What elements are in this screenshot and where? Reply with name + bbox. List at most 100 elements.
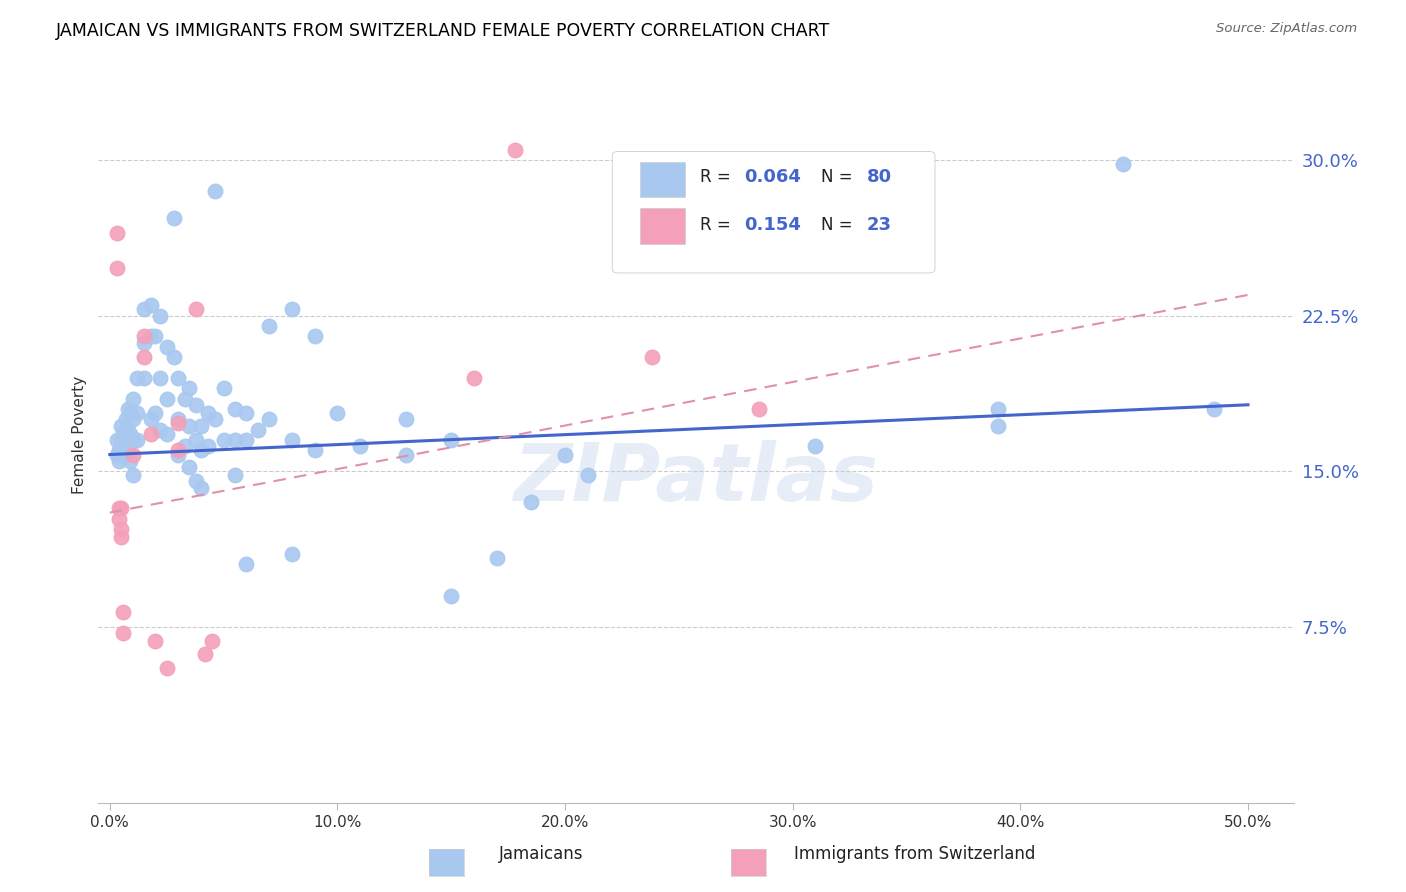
Point <box>121 412 143 426</box>
Point <box>114 426 136 441</box>
Point <box>235 406 257 420</box>
Point <box>112 605 135 619</box>
Point <box>804 439 827 453</box>
Point <box>179 460 201 475</box>
Point <box>105 226 128 240</box>
Point <box>304 329 326 343</box>
Point <box>257 412 280 426</box>
Point <box>463 371 485 385</box>
Point <box>110 531 132 545</box>
Point <box>167 448 190 462</box>
Point <box>139 426 162 441</box>
Point <box>108 454 131 468</box>
Text: Source: ZipAtlas.com: Source: ZipAtlas.com <box>1216 22 1357 36</box>
Point <box>114 448 136 462</box>
Point <box>190 418 212 433</box>
Point <box>748 401 770 416</box>
Point <box>503 143 526 157</box>
Point <box>987 418 1010 433</box>
Point <box>235 558 257 572</box>
Point <box>127 406 149 420</box>
Point <box>201 634 224 648</box>
Point <box>204 412 226 426</box>
Point <box>197 439 219 453</box>
Text: ZIPatlas: ZIPatlas <box>513 440 879 518</box>
Point <box>281 547 304 561</box>
Point <box>127 433 149 447</box>
Point <box>132 335 155 350</box>
Point <box>281 433 304 447</box>
Text: 23: 23 <box>868 216 891 234</box>
Point <box>186 475 208 489</box>
Point <box>167 371 190 385</box>
Point <box>139 329 162 343</box>
Point <box>108 512 131 526</box>
Point <box>576 468 599 483</box>
Point <box>139 298 162 312</box>
Point <box>149 423 172 437</box>
Point <box>224 433 246 447</box>
Point <box>108 443 131 458</box>
Point <box>554 448 576 462</box>
Point <box>224 468 246 483</box>
Point <box>117 401 139 416</box>
Point <box>395 412 418 426</box>
Point <box>110 501 132 516</box>
Point <box>110 522 132 536</box>
Point <box>640 350 662 364</box>
Point <box>121 392 143 406</box>
Point <box>132 371 155 385</box>
FancyBboxPatch shape <box>613 152 935 273</box>
Point <box>395 448 418 462</box>
Point <box>156 392 179 406</box>
Point <box>139 412 162 426</box>
Point <box>127 371 149 385</box>
Bar <box>640 208 685 244</box>
Point <box>121 448 143 462</box>
Text: Jamaicans: Jamaicans <box>499 846 583 863</box>
Point <box>194 647 217 661</box>
Point <box>167 443 190 458</box>
Point <box>204 184 226 198</box>
Bar <box>640 161 685 197</box>
Point <box>149 309 172 323</box>
Text: R =: R = <box>700 216 735 234</box>
Point <box>212 381 235 395</box>
Point <box>179 381 201 395</box>
Point <box>326 406 349 420</box>
Point <box>121 468 143 483</box>
Point <box>212 433 235 447</box>
Point <box>149 371 172 385</box>
Point <box>105 260 128 275</box>
Point <box>105 448 128 462</box>
Text: N =: N = <box>821 216 858 234</box>
Point <box>156 340 179 354</box>
Point <box>108 501 131 516</box>
Point <box>224 401 246 416</box>
Point <box>174 392 197 406</box>
Point <box>156 661 179 675</box>
Point <box>120 426 142 441</box>
Point <box>120 454 142 468</box>
Point <box>246 423 269 437</box>
Point <box>162 350 184 364</box>
Text: Immigrants from Switzerland: Immigrants from Switzerland <box>794 846 1036 863</box>
Point <box>117 443 139 458</box>
Point <box>112 625 135 640</box>
Point <box>235 433 257 447</box>
Point <box>114 412 136 426</box>
Point <box>112 439 135 453</box>
Point <box>440 589 463 603</box>
Text: 80: 80 <box>868 169 891 186</box>
Point <box>143 406 166 420</box>
Point <box>804 246 827 260</box>
Point <box>162 211 184 226</box>
Point <box>110 433 132 447</box>
Point <box>281 302 304 317</box>
Point <box>186 398 208 412</box>
Text: JAMAICAN VS IMMIGRANTS FROM SWITZERLAND FEMALE POVERTY CORRELATION CHART: JAMAICAN VS IMMIGRANTS FROM SWITZERLAND … <box>56 22 831 40</box>
Point <box>1202 401 1225 416</box>
Point <box>179 418 201 433</box>
Point <box>186 433 208 447</box>
Point <box>156 426 179 441</box>
